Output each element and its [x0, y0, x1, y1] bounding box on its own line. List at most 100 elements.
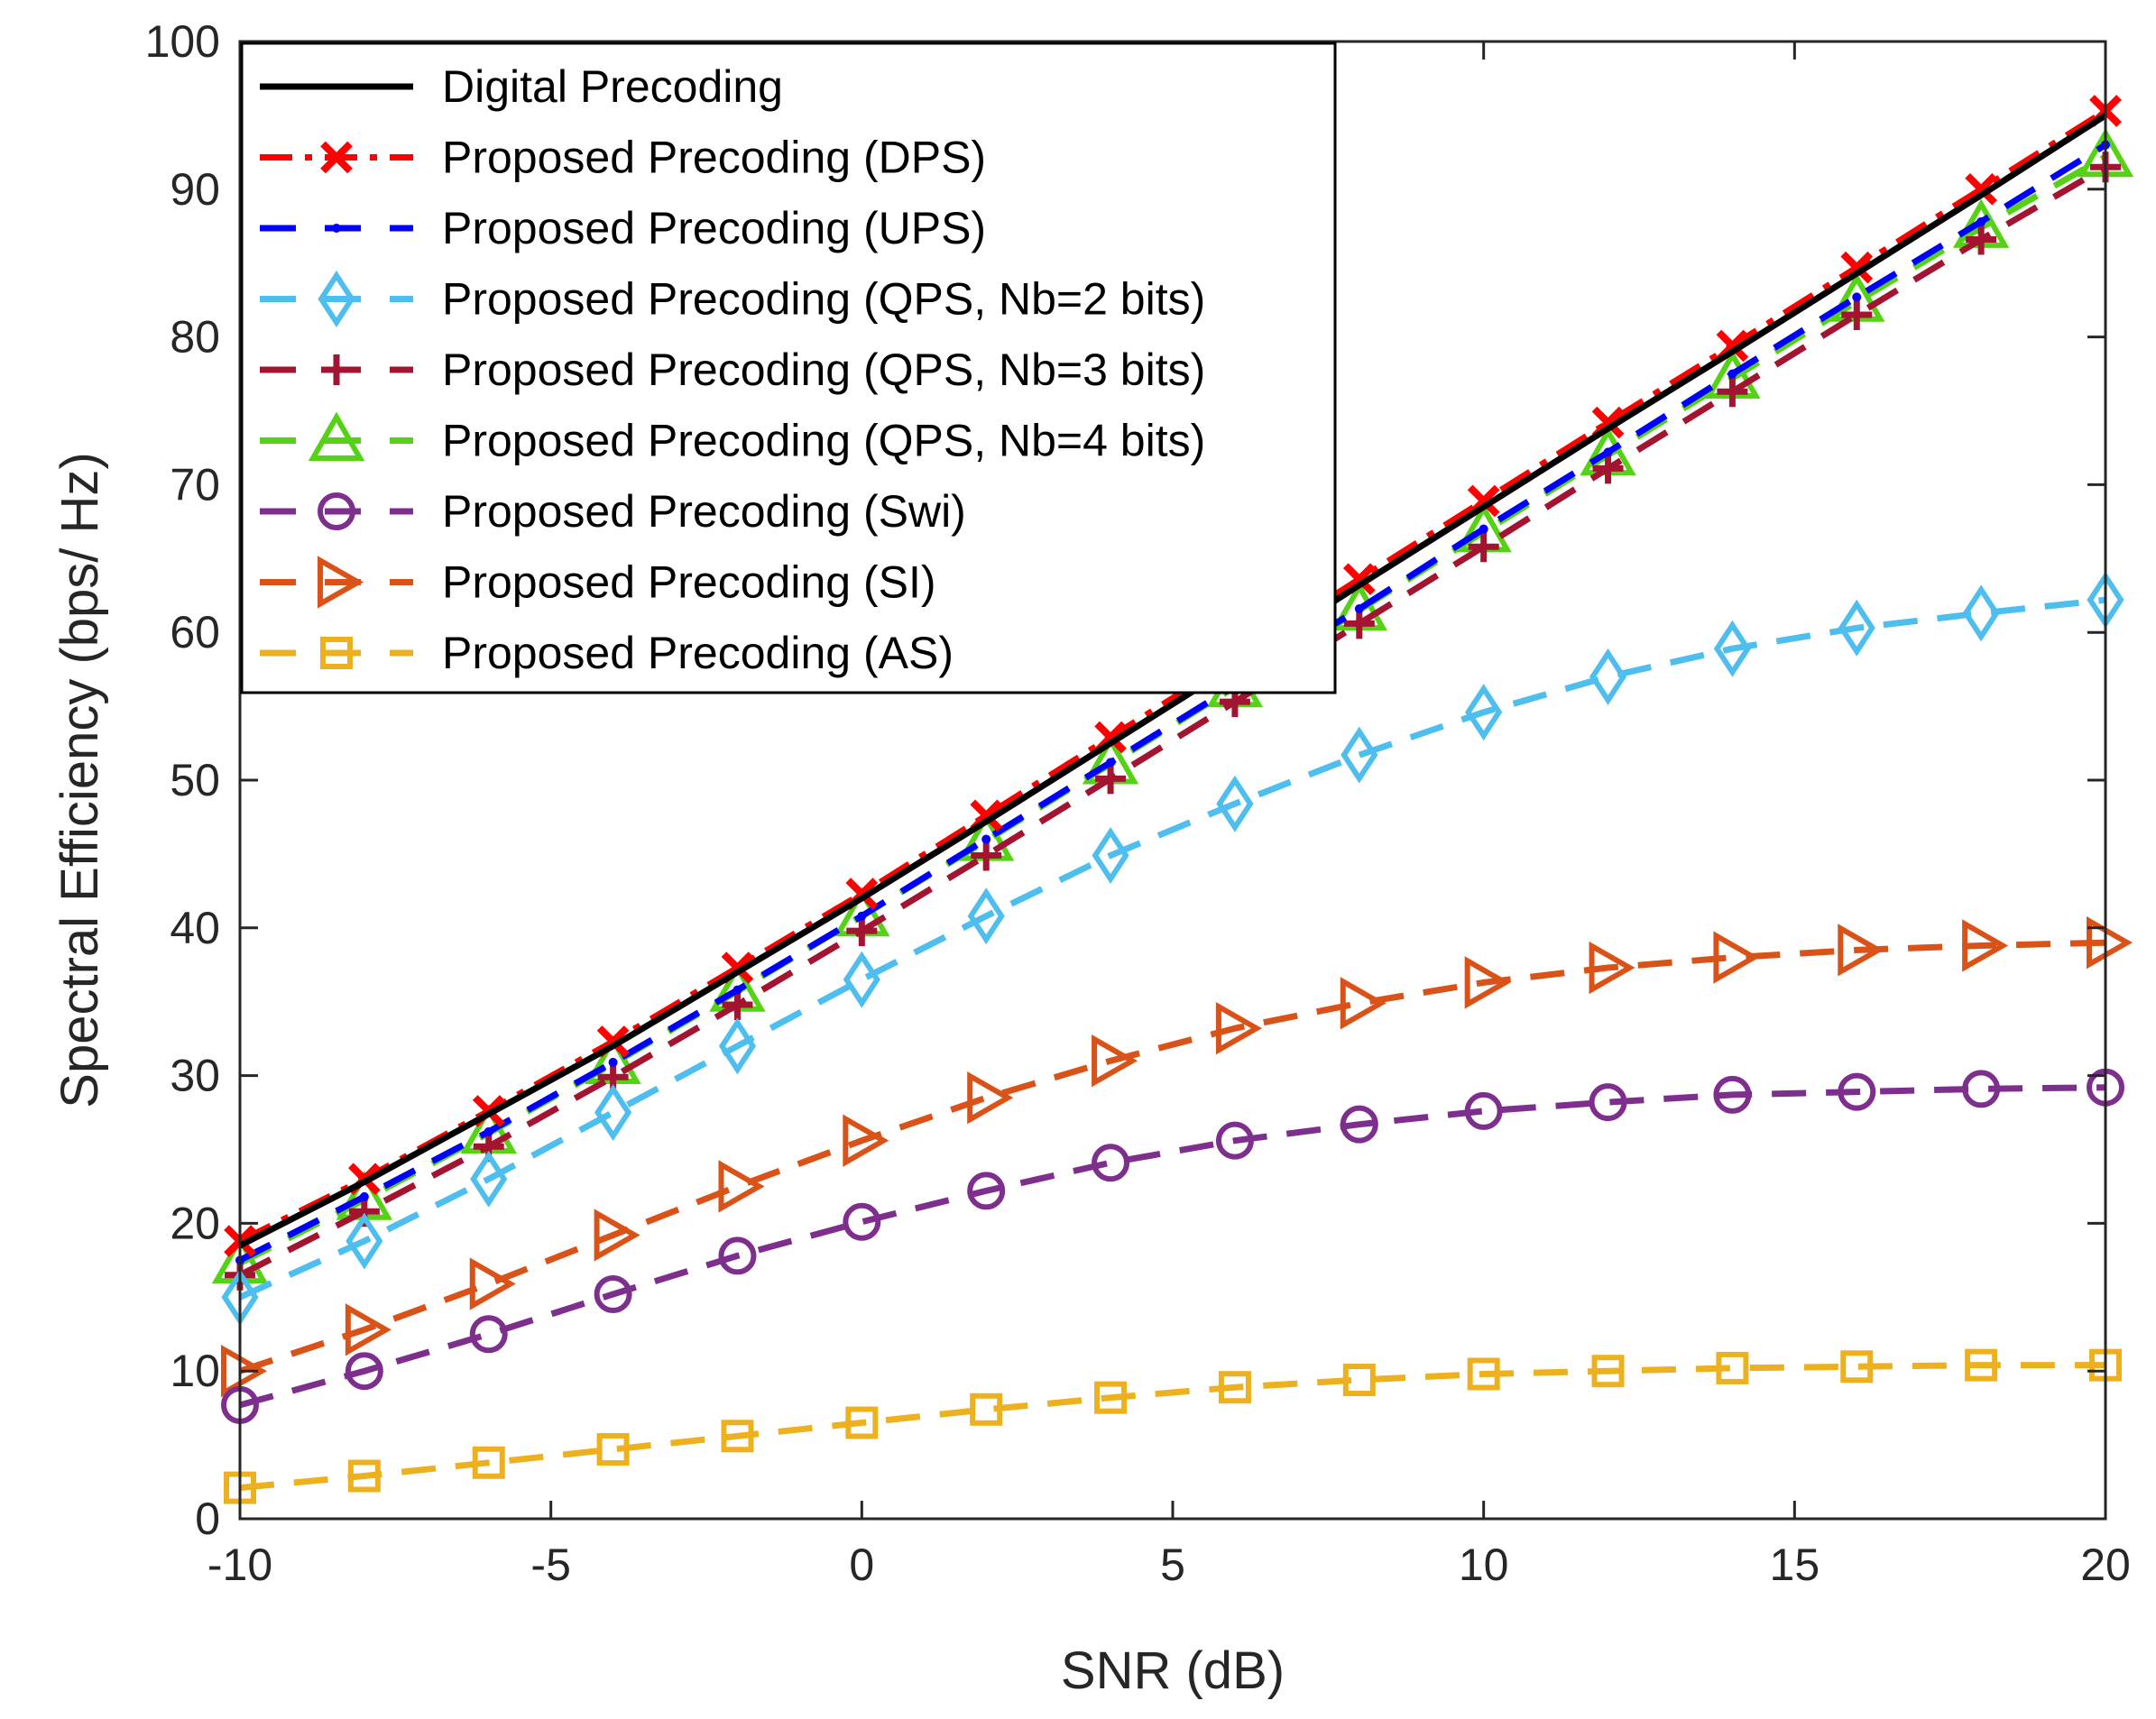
y-tick-label: 0 — [195, 1494, 220, 1544]
data-point-4-9 — [1343, 608, 1375, 639]
axes-layer: -10 -5 0 5 10 15 20 0 10 20 30 40 50 60 70 80 90 100 — [145, 16, 2131, 1590]
data-point-8-6 — [970, 1393, 1003, 1426]
y-tick-label: 60 — [170, 607, 220, 657]
x-tick-label: 20 — [2080, 1540, 2131, 1590]
legend-item-7: Proposed Precoding (SI) — [260, 556, 936, 609]
data-point-4-14 — [1966, 224, 1997, 255]
legend-label: Proposed Precoding (QPS, Nb=3 bits) — [442, 345, 1205, 395]
data-point-2-3 — [608, 1057, 618, 1067]
y-tick-label: 20 — [170, 1198, 220, 1248]
data-point-3-14 — [1962, 584, 2000, 642]
legend-item-5: Proposed Precoding (QPS, Nb=4 bits) — [260, 411, 1205, 466]
legend-marker — [321, 354, 352, 385]
data-point-7-10 — [1464, 956, 1511, 1009]
legend-item-2: Proposed Precoding (UPS) — [260, 203, 986, 253]
legend-label: Proposed Precoding (DPS) — [442, 133, 986, 183]
series-line-4 — [238, 164, 2107, 1278]
data-point-2-4 — [732, 985, 742, 995]
data-point-2-9 — [1354, 603, 1364, 613]
data-point-6-4 — [718, 1236, 757, 1275]
data-point-6-12 — [1713, 1075, 1752, 1114]
x-tick-label: 5 — [1160, 1540, 1185, 1590]
series-7 — [221, 916, 2133, 1398]
data-point-4-5 — [846, 915, 878, 947]
data-point-7-0 — [221, 1345, 268, 1398]
data-point-2-12 — [1728, 369, 1737, 379]
data-point-7-1 — [345, 1303, 392, 1356]
data-point-6-8 — [1215, 1121, 1254, 1160]
data-point-7-4 — [718, 1160, 765, 1213]
x-tick-label: -5 — [530, 1540, 570, 1590]
data-point-3-10 — [1465, 684, 1503, 741]
x-tick-label: 0 — [849, 1540, 874, 1590]
data-point-7-8 — [1215, 1002, 1262, 1055]
series-layer — [211, 95, 2134, 1504]
data-point-4-4 — [722, 988, 753, 1020]
legend-item-0: Digital Precoding — [260, 61, 783, 112]
data-point-3-9 — [1341, 726, 1378, 784]
data-point-6-5 — [843, 1202, 881, 1241]
data-point-7-15 — [2087, 916, 2133, 970]
legend-label: Proposed Precoding (UPS) — [442, 203, 986, 253]
data-point-6-3 — [594, 1275, 632, 1314]
legend-label: Proposed Precoding (QPS, Nb=2 bits) — [442, 274, 1205, 325]
data-point-8-5 — [845, 1406, 879, 1439]
x-tick-label: -10 — [207, 1540, 272, 1590]
data-point-2-2 — [484, 1126, 493, 1136]
data-point-8-14 — [1965, 1348, 1998, 1382]
data-point-3-2 — [470, 1150, 508, 1208]
legend-item-3: Proposed Precoding (QPS, Nb=2 bits) — [260, 271, 1205, 327]
data-point-3-8 — [1216, 775, 1254, 832]
data-point-7-3 — [594, 1209, 640, 1262]
data-point-8-12 — [1716, 1351, 1749, 1384]
data-point-8-10 — [1467, 1357, 1500, 1391]
series-0 — [238, 112, 2107, 1249]
legend: Digital Precoding Proposed Precoding (DPS… — [240, 41, 1337, 694]
data-point-7-13 — [1838, 924, 1884, 977]
legend-item-4: Proposed Precoding (QPS, Nb=3 bits) — [260, 345, 1205, 395]
data-point-2-6 — [981, 834, 991, 844]
legend-label: Proposed Precoding (Swi) — [442, 486, 966, 537]
data-point-6-6 — [967, 1172, 1006, 1210]
data-point-2-14 — [1976, 216, 1986, 226]
series-line-0 — [238, 112, 2107, 1249]
legend-marker — [318, 492, 355, 530]
data-point-2-11 — [1603, 447, 1613, 457]
data-point-6-11 — [1589, 1083, 1627, 1122]
data-point-4-13 — [1841, 299, 1873, 331]
data-point-8-3 — [596, 1433, 630, 1466]
y-tick-label: 70 — [170, 459, 220, 510]
data-point-2-5 — [857, 911, 867, 921]
data-point-6-10 — [1464, 1091, 1503, 1130]
data-point-7-11 — [1589, 941, 1635, 995]
data-point-8-13 — [1840, 1350, 1874, 1383]
data-point-6-1 — [345, 1352, 383, 1391]
data-point-6-13 — [1838, 1072, 1876, 1111]
legend-marker — [308, 411, 365, 461]
series-line-6 — [239, 1084, 2106, 1409]
data-point-7-7 — [1092, 1034, 1138, 1088]
data-point-7-5 — [843, 1114, 889, 1167]
y-tick-label: 80 — [170, 312, 220, 363]
legend-item-8: Proposed Precoding (AS) — [260, 628, 954, 678]
y-tick-label: 30 — [170, 1051, 220, 1101]
legend-box — [240, 41, 1337, 694]
data-point-3-1 — [346, 1212, 383, 1270]
data-point-4-6 — [971, 840, 1002, 871]
data-point-3-13 — [1838, 599, 1875, 657]
data-point-2-13 — [1852, 292, 1862, 302]
data-point-3-3 — [594, 1084, 632, 1142]
data-point-4-10 — [1468, 531, 1499, 563]
data-point-8-9 — [1342, 1364, 1376, 1397]
series-6 — [221, 1068, 2124, 1424]
series-line-8 — [239, 1362, 2105, 1492]
series-line-1 — [238, 108, 2107, 1245]
x-tick-label: 10 — [1459, 1540, 1509, 1590]
data-point-6-7 — [1092, 1144, 1130, 1182]
data-point-3-12 — [1713, 620, 1751, 677]
x-tick-label: 15 — [1770, 1540, 1820, 1590]
data-point-7-2 — [469, 1257, 516, 1310]
legend-marker — [318, 271, 355, 327]
data-point-2-10 — [1479, 524, 1488, 534]
